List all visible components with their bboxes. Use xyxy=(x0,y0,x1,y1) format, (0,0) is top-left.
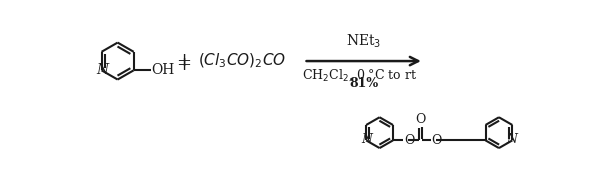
Text: N: N xyxy=(96,63,109,77)
Text: +: + xyxy=(176,56,191,74)
Text: 81%: 81% xyxy=(349,77,378,90)
Text: $(Cl_3CO)_2CO$: $(Cl_3CO)_2CO$ xyxy=(197,52,286,70)
Text: OH: OH xyxy=(152,63,175,77)
Text: NEt$_3$: NEt$_3$ xyxy=(346,33,382,50)
Text: +: + xyxy=(176,52,191,70)
Text: N: N xyxy=(506,133,517,146)
Text: N: N xyxy=(361,133,373,146)
Text: O: O xyxy=(432,134,442,147)
Text: O: O xyxy=(415,113,425,126)
Text: CH$_2$Cl$_2$, 0 °C to rt: CH$_2$Cl$_2$, 0 °C to rt xyxy=(302,67,418,83)
Text: O: O xyxy=(404,134,414,147)
